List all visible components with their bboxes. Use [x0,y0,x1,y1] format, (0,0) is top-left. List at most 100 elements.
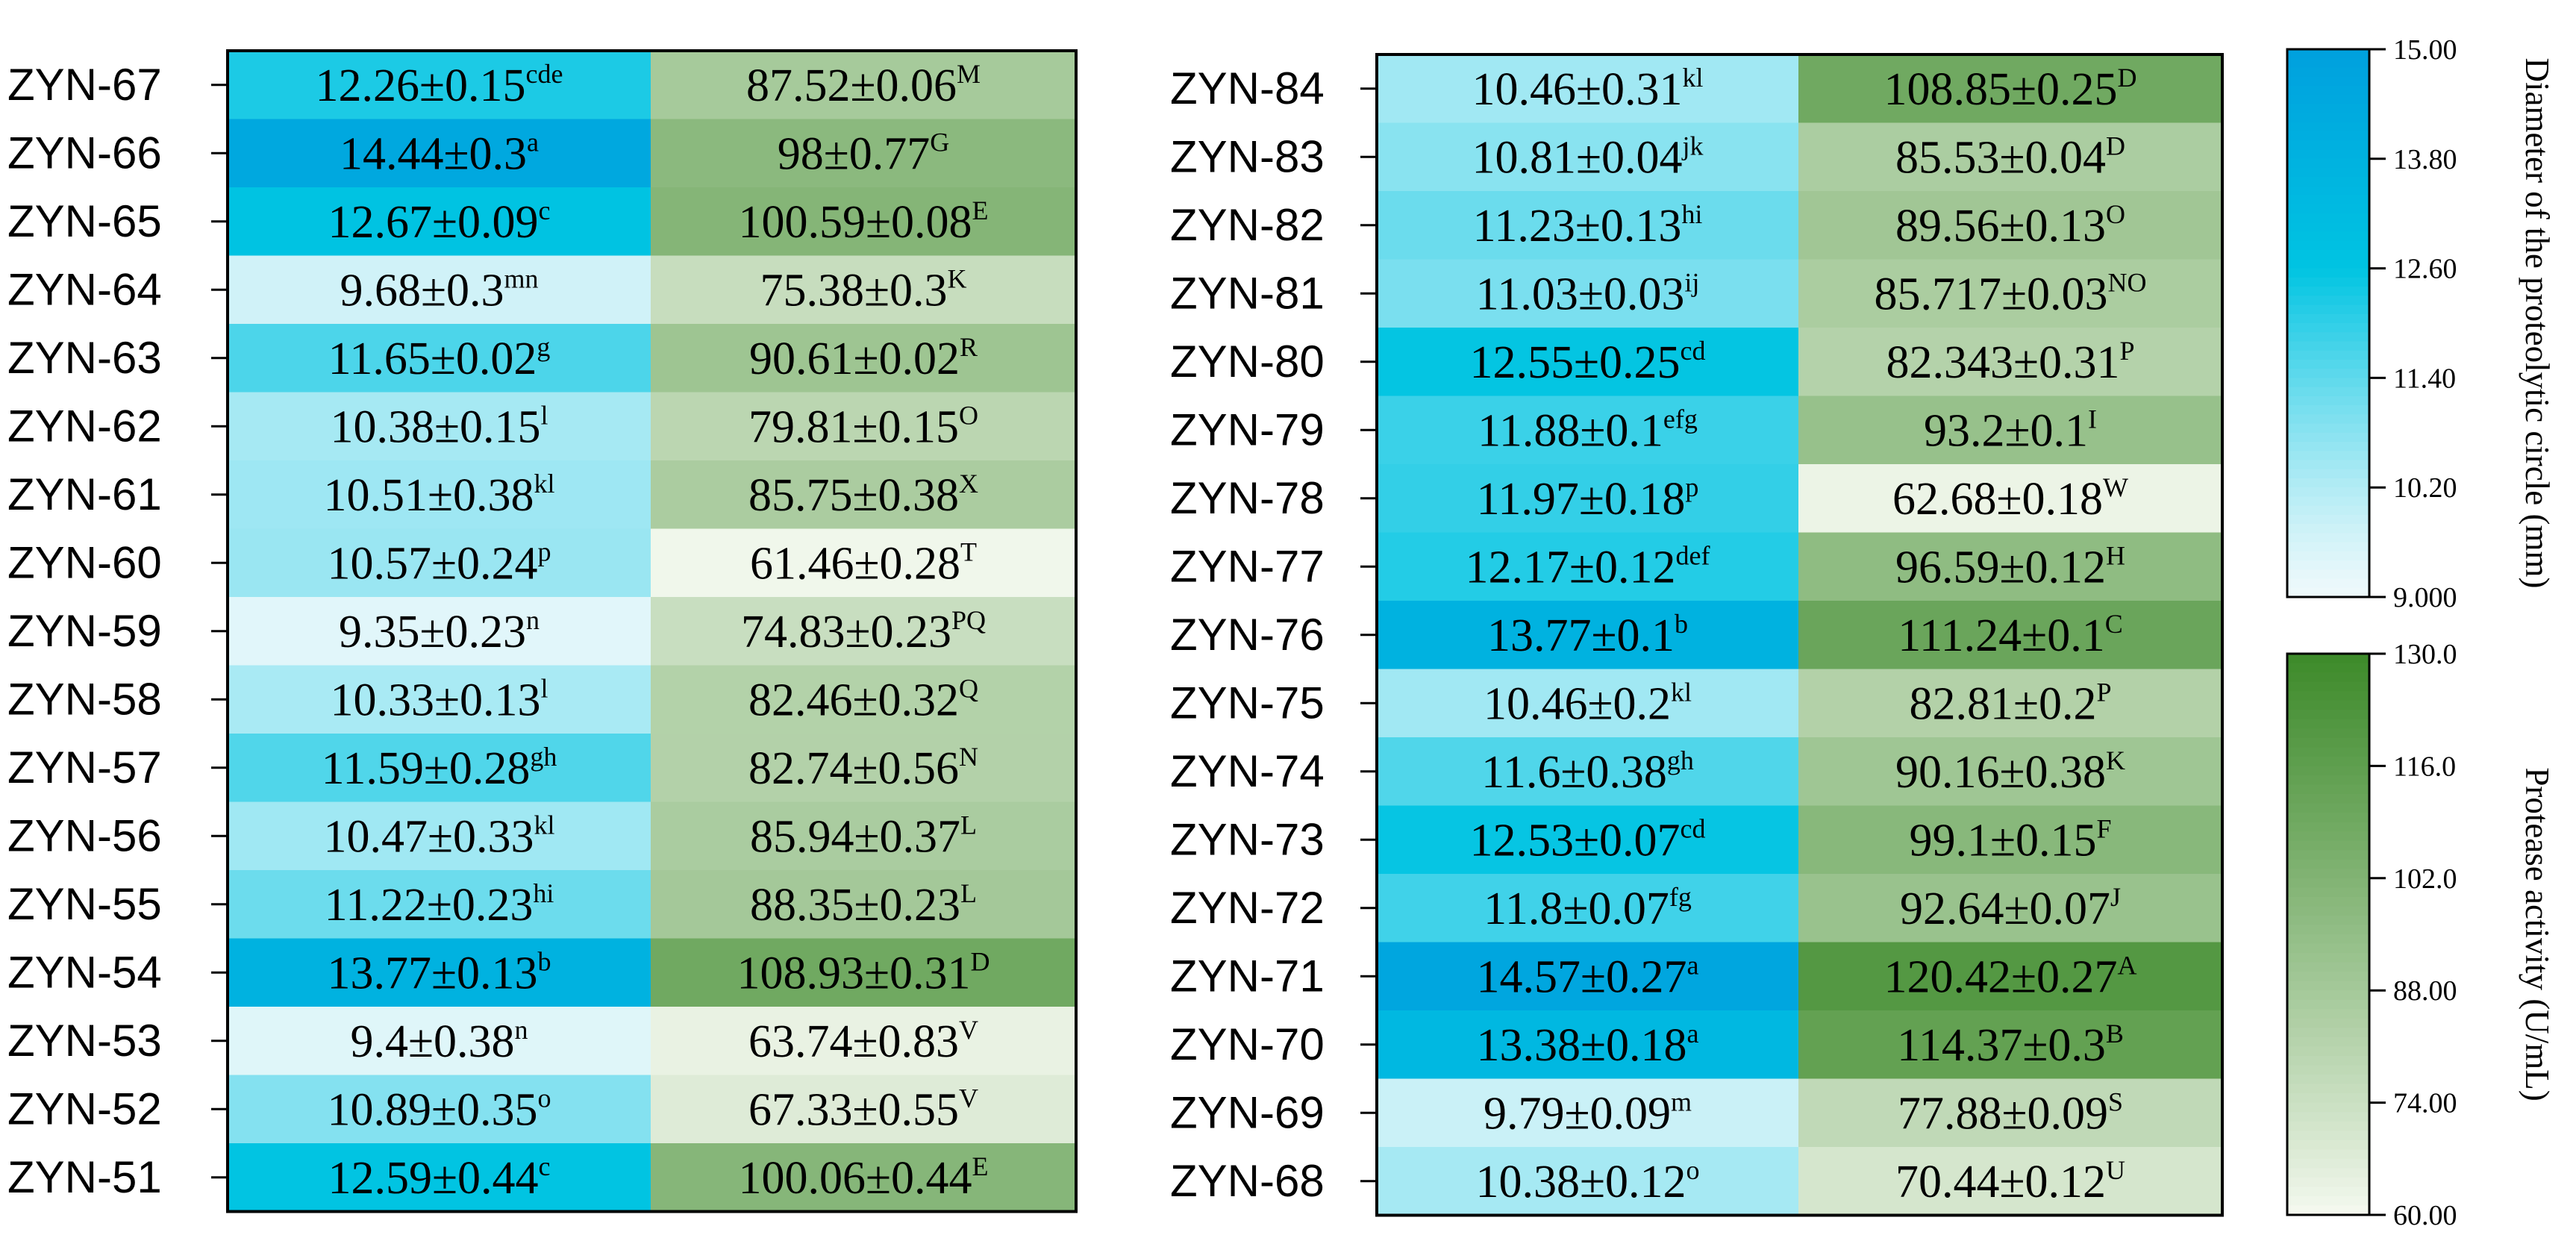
row-label: ZYN-80 [1170,337,1325,387]
activity-value: 89.56±0.13O [1895,199,2125,251]
colorbar-band [2287,887,2369,898]
diameter-significance: kl [1671,677,1692,707]
row-label: ZYN-54 [7,947,162,997]
diameter-significance: a [1687,950,1699,980]
colorbar-tick-label: 88.00 [2393,975,2457,1007]
colorbar-band [2287,1065,2369,1075]
colorbar-band [2287,67,2369,78]
activity-value: 75.38±0.3K [760,263,966,316]
activity-cell [651,460,1076,530]
activity-cell [1798,1010,2222,1080]
row-label: ZYN-84 [1170,63,1325,113]
activity-significance: E [972,196,989,225]
diameter-significance: a [1687,1019,1699,1048]
activity-value: 61.46±0.28T [750,537,977,589]
activity-value: 100.59±0.08E [738,196,988,248]
row-label: ZYN-60 [7,537,162,587]
diameter-significance: gh [1667,745,1694,775]
activity-cell [651,938,1076,1007]
colorbar-tick-label: 102.0 [2393,863,2457,895]
diameter-value: 11.97±0.18p [1477,472,1699,525]
colorbar-band [2287,240,2369,251]
diameter-cell [1377,464,1798,534]
diameter-value: 10.57±0.24p [327,537,551,589]
diameter-value: 9.4±0.38n [350,1015,528,1067]
activity-cell [1798,805,2222,875]
colorbar-band [2287,177,2369,187]
colorbar-tick-label: 60.00 [2393,1200,2457,1231]
activity-significance: L [960,878,977,908]
row-label: ZYN-61 [7,469,162,519]
colorbar-band [2287,1149,2369,1160]
diameter-significance: gh [530,742,557,772]
activity-significance: X [959,469,978,498]
activity-cell [651,870,1076,940]
colorbar-band [2287,168,2369,178]
diameter-value: 12.67±0.09c [328,196,550,248]
activity-significance: V [959,1015,978,1045]
colorbar-band [2287,850,2369,860]
row-label: ZYN-57 [7,743,162,793]
diameter-cell [228,1143,651,1213]
diameter-cell [1377,805,1798,875]
diameter-value: 14.57±0.27a [1476,950,1698,1002]
row-label: ZYN-53 [7,1016,162,1066]
diameter-significance: c [539,196,551,225]
activity-cell [1798,1078,2222,1148]
diameter-cell [1377,942,1798,1011]
diameter-value: 10.38±0.15l [330,400,548,452]
activity-significance: O [959,400,978,430]
activity-cell [651,528,1076,598]
activity-significance: I [2088,404,2097,434]
colorbar-band [2287,1084,2369,1094]
colorbar-band [2287,1018,2369,1029]
diameter-value: 11.03±0.03ij [1476,267,1700,319]
row-label: ZYN-70 [1170,1019,1325,1069]
diameter-significance: o [538,1083,551,1113]
activity-cell [651,665,1076,734]
row-label: ZYN-51 [7,1152,162,1202]
activity-significance: P [2097,677,2112,707]
colorbar-band [2287,981,2369,991]
panel-border [1375,53,2224,1217]
colorbar-band [2287,524,2369,534]
colorbar-band [2287,719,2369,730]
activity-significance: U [2106,1155,2125,1185]
colorbar-band [2287,414,2369,425]
row-label: ZYN-73 [1170,814,1325,864]
activity-value: 90.16±0.38K [1895,745,2125,798]
activity-significance: G [930,127,949,157]
diameter-significance: cde [526,59,563,89]
activity-significance: V [959,1083,978,1113]
colorbar-band [2287,681,2369,692]
colorbar-band [2287,76,2369,87]
diameter-cell [228,51,651,120]
colorbar-band [2287,822,2369,832]
colorbar-band [2287,359,2369,369]
activity-significance: W [2103,472,2128,502]
colorbar-band [2287,451,2369,461]
colorbar-activity: 130.0 116.0 102.0 88.00 74.00 60.00 Protease a… [2286,639,2556,1231]
colorbar-band [2287,478,2369,488]
activity-significance: A [2118,950,2137,980]
activity-value: 120.42±0.27A [1883,950,2136,1002]
colorbar-band [2287,1102,2369,1113]
diameter-value: 10.38±0.12o [1475,1155,1699,1207]
colorbar-band [2287,514,2369,525]
diameter-significance: c [539,1151,551,1181]
colorbar-band [2287,700,2369,710]
colorbar-band [2287,1131,2369,1141]
diameter-cell [228,1007,651,1076]
diameter-value: 14.44±0.3a [340,127,539,179]
colorbar-band [2287,551,2369,561]
colorbar-diameter: 15.00 13.80 12.60 11.40 10.20 9.000 Diameter o… [2286,34,2556,613]
activity-value: 99.1±0.15F [1909,813,2111,866]
colorbar-band [2287,896,2369,907]
activity-value: 87.52±0.06M [746,59,981,111]
colorbar-band [2287,972,2369,982]
diameter-significance: p [538,537,551,566]
colorbar-band [2287,304,2369,315]
colorbar-band [2287,369,2369,379]
diameter-significance: def [1676,540,1710,570]
